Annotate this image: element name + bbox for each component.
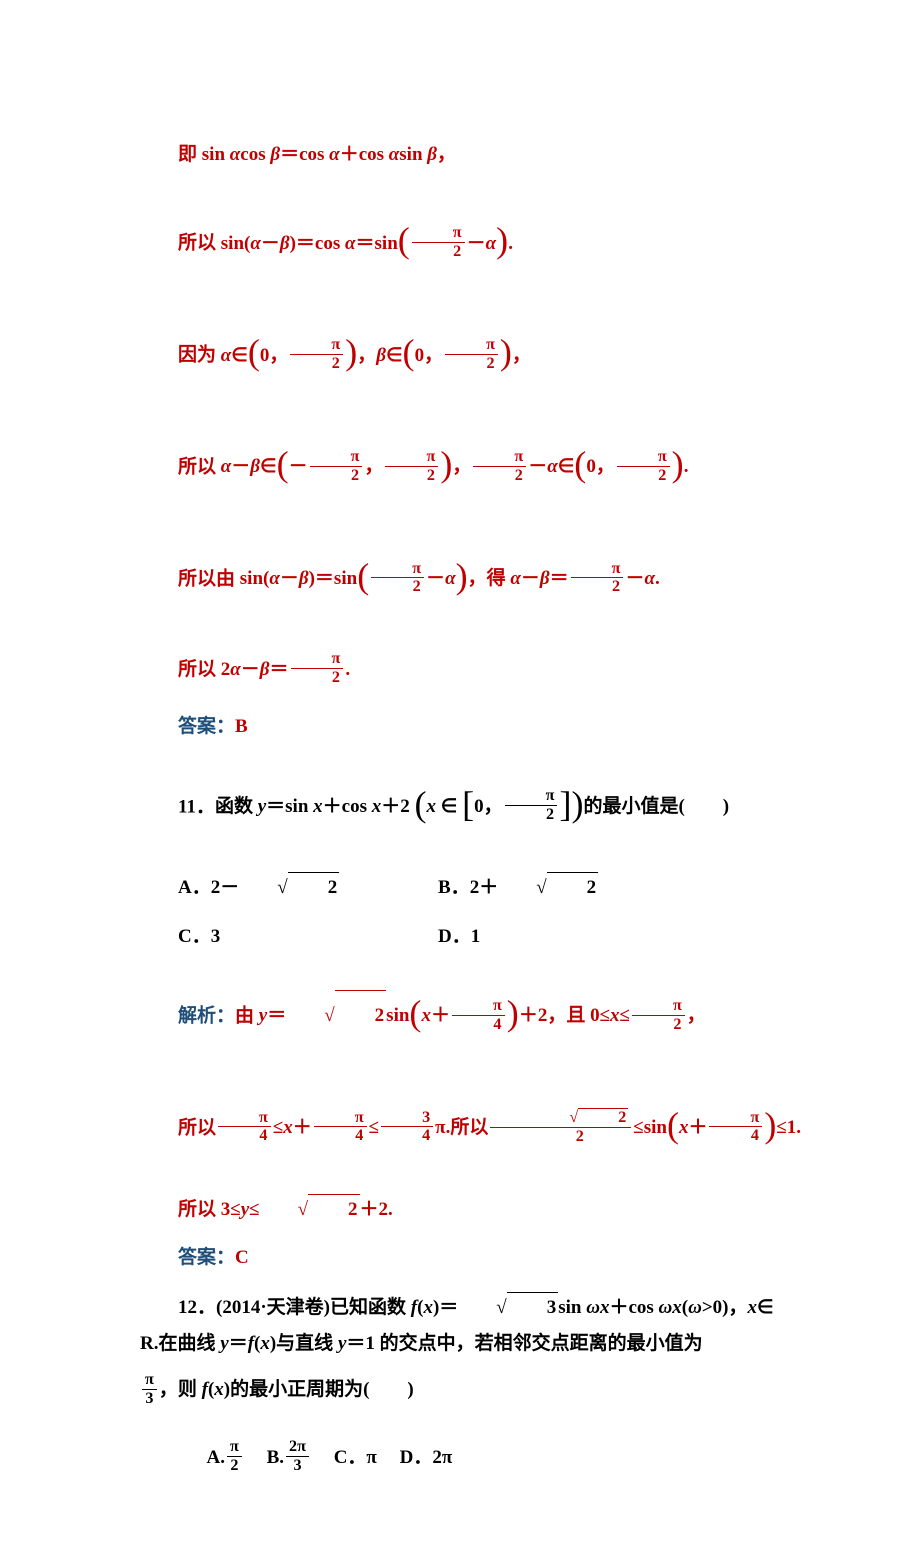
math: α－β∈(－π2，π2)，π2－α∈(0，π2).: [221, 456, 689, 477]
analysis-label: 解析：: [178, 1005, 235, 1026]
math: sin(α－β)＝sin(π2－α)，得 α－β＝π2－α.: [240, 568, 660, 589]
choice-body: π: [366, 1447, 376, 1468]
question-number: 12．: [178, 1297, 216, 1318]
stem: π3，则 f(x)的最小正周期为( ): [140, 1379, 414, 1400]
text: 所以: [178, 233, 221, 254]
question-number: 11．: [178, 796, 215, 817]
choice: B．2＋2: [400, 872, 598, 903]
math: α∈(0，π2)，β∈(0，π2)，: [221, 345, 531, 366]
choice-body: 2＋2: [470, 877, 598, 898]
question-stem: 11．函数 y＝sin x＋cos x＋2 (x ∈ [0，π2])的最小值是(…: [140, 761, 810, 855]
question-source: (2014·天津卷): [216, 1297, 330, 1318]
text: 所以: [178, 1199, 221, 1220]
solution-line: 因为 α∈(0，π2)，β∈(0，π2)，: [140, 309, 810, 403]
answer-value: B: [235, 716, 248, 737]
choice-key: B.: [267, 1447, 284, 1468]
math: sin αcos β＝cos α＋cos αsin β，: [202, 144, 456, 165]
text: 所以: [178, 456, 221, 477]
math: 3≤y≤2＋2.: [221, 1199, 393, 1220]
text: 所以: [178, 659, 221, 680]
choice: C．3: [140, 922, 400, 952]
stem: R.在曲线 y＝f(x)与直线 y＝1 的交点中，若相邻交点距离的最小值为: [140, 1333, 703, 1354]
text: 因为: [178, 345, 221, 366]
choice-key: A．: [178, 877, 211, 898]
solution-line: 所以由 sin(α－β)＝sin(π2－α)，得 α－β＝π2－α.: [140, 533, 810, 627]
choice: C．π: [334, 1433, 377, 1482]
solution-line: 即 sin αcos β＝cos α＋cos αsin β，: [140, 130, 810, 179]
question-stem: 12．(2014·天津卷)已知函数 f(x)＝3sin ωx＋cos ωx(ω>…: [140, 1292, 810, 1323]
choice-key: C．: [334, 1447, 367, 1468]
choice: A.π2: [207, 1433, 244, 1482]
stem: 已知函数 f(x)＝3sin ωx＋cos ωx(ω>0)，x∈: [330, 1297, 774, 1318]
answer-label: 答案：: [178, 716, 235, 737]
choice-key: C．: [178, 926, 211, 947]
stem: 函数 y＝sin x＋cos x＋2 (x ∈ [0，π2])的最小值是( ): [215, 796, 729, 817]
choice-body: 3: [211, 926, 221, 947]
answer-line: 答案：C: [140, 1243, 810, 1273]
solution-line: 所以 3≤y≤2＋2.: [140, 1194, 810, 1225]
choice-body: π2: [225, 1447, 244, 1468]
text: 所以由: [178, 568, 240, 589]
answer-line: 答案：B: [140, 712, 810, 742]
answer-label: 答案：: [178, 1247, 235, 1268]
choice: D．1: [400, 922, 480, 952]
choice-key: B．: [438, 877, 470, 898]
solution-line: 所以π4≤x＋π4≤34π.所以22≤sin(x＋π4)≤1.: [140, 1082, 810, 1176]
text: 所以: [178, 1117, 216, 1138]
math: π4≤x＋π4≤34π.所以22≤sin(x＋π4)≤1.: [216, 1117, 801, 1138]
choice: D．2π: [400, 1433, 453, 1482]
text: 即: [178, 144, 202, 165]
solution-line: 所以 2α－β＝π2.: [140, 645, 810, 694]
document-page: 即 sin αcos β＝cos α＋cos αsin β， 所以 sin(α－…: [0, 0, 920, 1560]
math: sin(α－β)＝cos α＝sin(π2－α).: [221, 233, 513, 254]
choice-body: 2π3: [284, 1447, 311, 1468]
choice-row: A．2－2 B．2＋2: [140, 872, 810, 903]
math: 2α－β＝π2.: [221, 659, 350, 680]
choice-body: 1: [471, 926, 481, 947]
choice-row: C．3 D．1: [140, 922, 810, 952]
question-stem-cont: R.在曲线 y＝f(x)与直线 y＝1 的交点中，若相邻交点距离的最小值为: [140, 1329, 810, 1359]
text: 由: [235, 1005, 259, 1026]
analysis-line: 解析：由 y＝2sin(x＋π4)＋2，且 0≤x≤π2，: [140, 970, 810, 1064]
choice: B.2π3: [267, 1433, 311, 1482]
choice-body: 2π: [432, 1447, 452, 1468]
choice-key: D．: [438, 926, 471, 947]
choice-body: 2－2: [211, 877, 339, 898]
question-stem-cont: π3，则 f(x)的最小正周期为( ): [140, 1365, 810, 1414]
choice-row: A.π2 B.2π3 C．π D．2π: [140, 1433, 810, 1482]
choice-key: A.: [207, 1447, 225, 1468]
solution-line: 所以 sin(α－β)＝cos α＝sin(π2－α).: [140, 197, 810, 291]
solution-line: 所以 α－β∈(－π2，π2)，π2－α∈(0，π2).: [140, 421, 810, 515]
math: y＝2sin(x＋π4)＋2，且 0≤x≤π2，: [259, 1005, 706, 1026]
choice-key: D．: [400, 1447, 433, 1468]
choice: A．2－2: [140, 872, 400, 903]
answer-value: C: [235, 1247, 249, 1268]
